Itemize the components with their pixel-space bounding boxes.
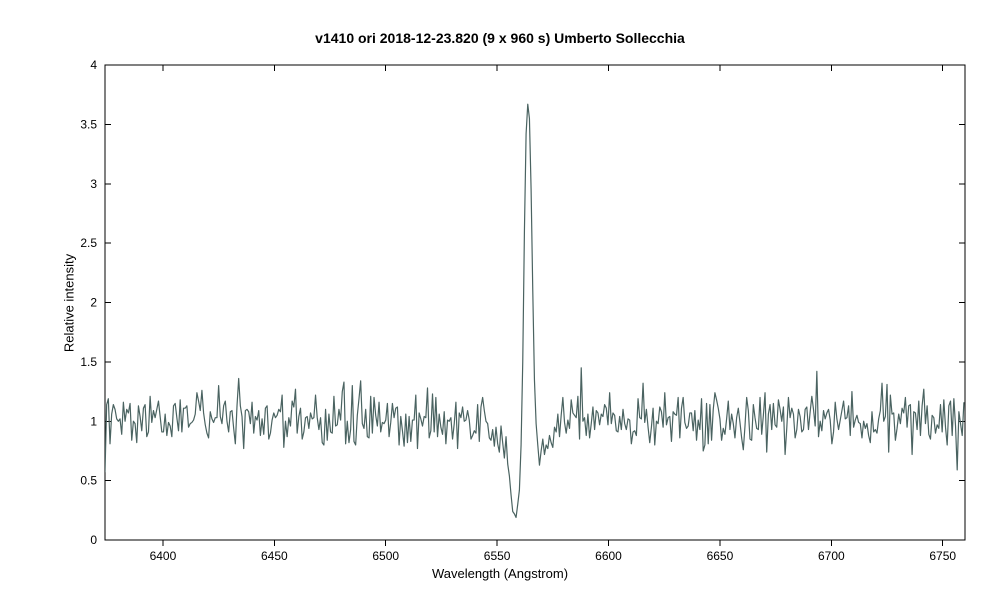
y-tick-label: 2.5 [80, 236, 97, 250]
x-tick-label: 6550 [484, 549, 511, 563]
plot-area: 6400 6450 6500 6550 6600 6650 6700 6750 0 0.5 1 1.5… [0, 0, 1000, 606]
x-tick-label: 6500 [372, 549, 399, 563]
y-tick-label: 1 [90, 414, 97, 428]
y-tick-label: 0 [90, 533, 97, 547]
x-tick-label: 6450 [261, 549, 288, 563]
spectrum-line [105, 104, 964, 517]
x-tick-label: 6700 [818, 549, 845, 563]
x-tick-label: 6600 [595, 549, 622, 563]
y-tick-label: 3.5 [80, 117, 97, 131]
spectrum-chart: v1410 ori 2018-12-23.820 (9 x 960 s) Umb… [0, 0, 1000, 606]
plot-frame [105, 65, 965, 540]
y-tick-label: 0.5 [80, 474, 97, 488]
x-tick-label: 6750 [929, 549, 956, 563]
x-tick-label: 6650 [707, 549, 734, 563]
y-tick-label: 4 [90, 58, 97, 72]
y-tick-label: 3 [90, 177, 97, 191]
x-tick-label: 6400 [150, 549, 177, 563]
y-tick-label: 1.5 [80, 355, 97, 369]
y-tick-label: 2 [90, 296, 97, 310]
